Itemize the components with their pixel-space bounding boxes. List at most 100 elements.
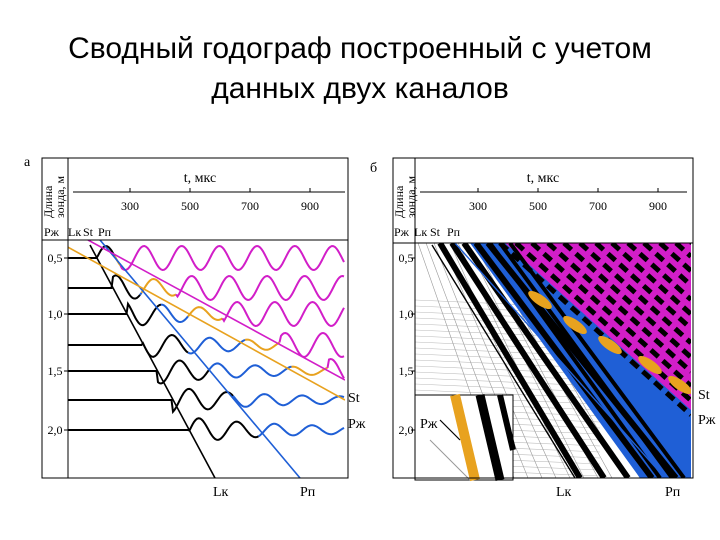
y-tick-label: 1,5 xyxy=(48,364,63,378)
trace xyxy=(232,393,345,408)
y-axis-label: Длина xyxy=(41,185,55,218)
panel-label: б xyxy=(370,161,377,176)
x-tick-label: 300 xyxy=(469,199,487,213)
y-axis-label: зонда, м xyxy=(404,175,418,218)
inset-label: Рж xyxy=(420,417,438,432)
wave-label: Lк xyxy=(213,485,229,500)
trace xyxy=(139,292,143,296)
travel-time-line xyxy=(89,244,216,478)
y-tick-label: 0,5 xyxy=(48,251,63,265)
wave-label: Рп xyxy=(300,485,316,500)
inset-stripe xyxy=(497,394,516,451)
black-stripe xyxy=(562,243,691,360)
trace xyxy=(68,417,259,441)
black-stripe xyxy=(488,243,662,478)
x-tick-label: 900 xyxy=(649,199,667,213)
inset-arrow xyxy=(439,419,461,441)
inset-stripe xyxy=(475,393,505,482)
black-stripe xyxy=(691,228,708,243)
black-stripe xyxy=(498,243,691,417)
y-axis-label: Длина xyxy=(392,185,406,218)
wave-label: St xyxy=(83,225,94,239)
wave-label: St xyxy=(698,388,710,403)
orange-patch xyxy=(563,315,587,335)
y-tick-label: 1,5 xyxy=(399,364,414,378)
hatch xyxy=(415,377,601,387)
black-stripe xyxy=(514,243,691,403)
trace xyxy=(187,306,223,322)
black-stripe xyxy=(461,243,631,478)
y-tick-label: 1,0 xyxy=(399,307,414,321)
trace xyxy=(68,301,162,327)
trace xyxy=(187,336,246,355)
frame xyxy=(41,157,349,479)
orange-patch xyxy=(638,355,662,375)
wave-label: St xyxy=(430,225,441,239)
panel-b-plot xyxy=(415,228,708,478)
wave-label: Lк xyxy=(556,485,572,500)
trace xyxy=(68,359,210,385)
travel-time-line xyxy=(454,243,666,478)
black-stripe xyxy=(546,243,691,374)
travel-time-line xyxy=(431,244,576,478)
trace xyxy=(244,338,281,351)
x-tick-label: 300 xyxy=(121,199,139,213)
y-tick-label: 1,0 xyxy=(48,307,63,321)
trace xyxy=(68,387,234,415)
trace xyxy=(291,365,328,376)
hatch xyxy=(441,243,543,478)
x-axis-label: t, мкс xyxy=(527,171,559,186)
wave-label: Рж xyxy=(348,417,366,432)
y-tick-label: 0,5 xyxy=(399,251,414,265)
black-stripe xyxy=(437,243,583,478)
wave-label: Lк xyxy=(414,225,427,239)
trace xyxy=(140,277,177,297)
orange-patch xyxy=(668,375,691,395)
black-stripe xyxy=(578,243,691,345)
black-stripe xyxy=(674,243,691,259)
black-stripe xyxy=(626,243,691,302)
trace xyxy=(257,422,345,438)
trace xyxy=(68,245,116,259)
trace xyxy=(221,300,345,328)
trace xyxy=(175,274,345,302)
x-tick-label: 500 xyxy=(181,199,199,213)
y-tick-label: 2,0 xyxy=(399,423,414,437)
black-stripe xyxy=(594,243,691,331)
travel-time-line xyxy=(87,240,345,381)
panel-label: а xyxy=(24,155,31,170)
orange-patch xyxy=(528,290,552,310)
travel-time-line xyxy=(99,240,301,478)
trace xyxy=(208,362,292,379)
y-axis-label: зонда, м xyxy=(53,175,67,218)
black-stripe xyxy=(508,243,686,478)
trace xyxy=(160,303,189,324)
wave-label: Рж xyxy=(394,225,410,239)
x-tick-label: 700 xyxy=(589,199,607,213)
title-line: данных двух каналов xyxy=(211,72,509,105)
wave-label: Рж xyxy=(698,413,716,428)
black-stripe xyxy=(530,243,691,388)
trace xyxy=(326,357,345,379)
panel-a-plot xyxy=(68,240,345,478)
y-tick-label: 2,0 xyxy=(48,423,63,437)
wave-label: Lк xyxy=(68,225,81,239)
black-stripe xyxy=(473,243,655,478)
title-line: Сводный годограф построенный с учетом xyxy=(68,32,652,65)
wave-label: Рп xyxy=(447,225,461,239)
x-tick-label: 500 xyxy=(529,199,547,213)
frame xyxy=(392,157,694,479)
inset-stripe xyxy=(450,393,480,482)
x-tick-label: 700 xyxy=(241,199,259,213)
black-stripe xyxy=(449,243,607,478)
wave-label: Рп xyxy=(98,225,112,239)
inset-stripe xyxy=(429,439,471,481)
wave-label: Рж xyxy=(44,225,60,239)
black-stripe xyxy=(658,243,691,273)
x-tick-label: 900 xyxy=(301,199,319,213)
travel-time-line xyxy=(68,246,345,401)
black-stripe xyxy=(610,243,691,316)
trace xyxy=(278,331,345,358)
